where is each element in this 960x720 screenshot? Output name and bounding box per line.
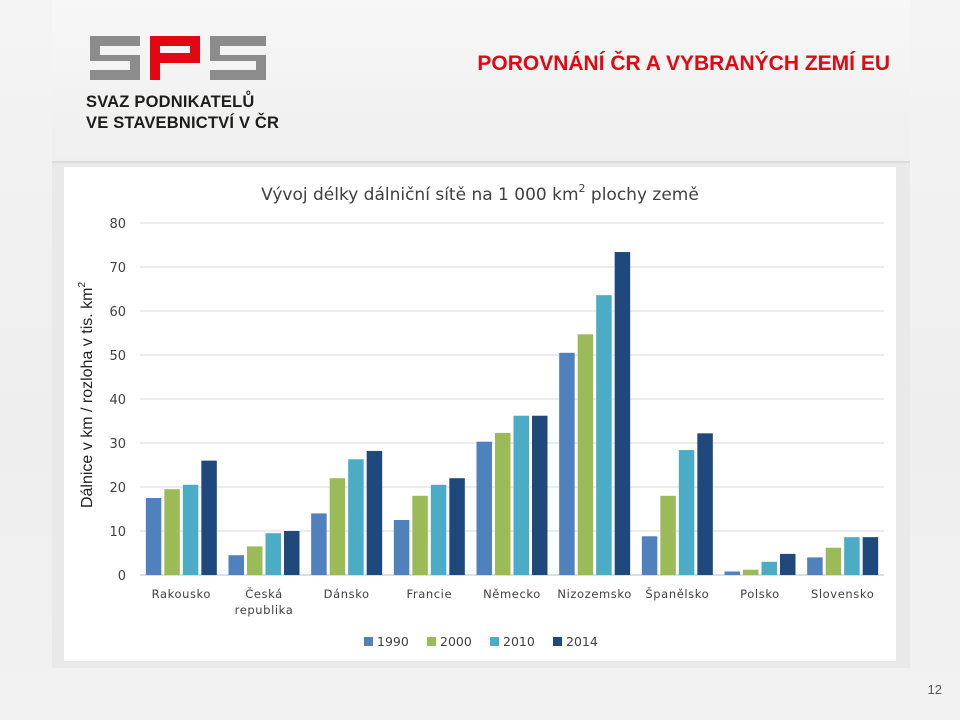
bar-2010-1: [265, 533, 281, 575]
bar-2000-0: [164, 489, 180, 575]
chart-panel: [64, 167, 896, 661]
bar-2014-5: [614, 252, 631, 576]
y-tick-label: 30: [109, 437, 126, 452]
bar-2014-0: [201, 460, 217, 575]
logo-subtitle-line1: SVAZ PODNIKATELŮ: [86, 93, 255, 111]
y-tick-label: 50: [109, 349, 126, 364]
bar-2000-7: [743, 569, 759, 575]
bar-2014-2: [366, 450, 383, 575]
category-label: Dánsko: [324, 587, 370, 601]
bar-2014-8: [862, 537, 879, 575]
legend-swatch-1990: [364, 637, 373, 646]
bar-2010-7: [761, 561, 777, 575]
bar-2000-4: [495, 432, 511, 575]
legend-label-2014: 2014: [566, 634, 598, 649]
bar-2014-1: [284, 531, 300, 575]
category-label: Německo: [483, 587, 541, 601]
y-tick-label: 0: [118, 569, 126, 584]
bar-1990-1: [228, 555, 244, 575]
bar-2000-1: [247, 546, 263, 575]
sps-logo: [90, 36, 266, 80]
category-label: Rakousko: [152, 587, 211, 601]
category-label: Nizozemsko: [557, 587, 631, 601]
y-axis-title-superscript: 2: [77, 282, 88, 288]
y-tick-label: 10: [109, 525, 126, 540]
chart-title: Vývoj délky dálniční sítě na 1 000 km2 p…: [261, 182, 699, 205]
bar-1990-7: [724, 571, 740, 575]
bar-2010-3: [430, 484, 447, 575]
category-label: Polsko: [740, 587, 780, 601]
legend-label-2000: 2000: [440, 634, 472, 649]
bar-2000-6: [660, 495, 676, 575]
logo-subtitle-line2: VE STAVEBNICTVÍ V ČR: [86, 114, 280, 132]
bar-1990-5: [559, 352, 575, 575]
legend-label-1990: 1990: [377, 634, 409, 649]
bar-2010-6: [678, 450, 695, 575]
header-divider: [52, 161, 910, 163]
legend-swatch-2010: [490, 637, 499, 646]
logo-letter-s2: [210, 36, 266, 80]
bar-2014-6: [697, 433, 713, 575]
bar-2000-8: [825, 547, 842, 575]
category-label: republika: [235, 603, 294, 617]
bar-2014-7: [780, 553, 796, 575]
bar-2010-5: [596, 295, 612, 575]
y-tick-label: 20: [109, 481, 126, 496]
logo-subtitle: SVAZ PODNIKATELŮ VE STAVEBNICTVÍ V ČR: [86, 92, 296, 134]
y-tick-label: 80: [109, 217, 126, 232]
bar-2000-3: [412, 495, 428, 575]
page-number: 12: [927, 682, 942, 697]
legend-swatch-2000: [427, 637, 436, 646]
bar-2000-2: [329, 478, 346, 575]
y-axis-title: Dálnice v km / rozloha v tis. km2: [77, 282, 96, 509]
logo-letter-s1: [90, 36, 140, 80]
bar-1990-3: [393, 520, 410, 575]
legend-label-2010: 2010: [503, 634, 535, 649]
legend-swatch-2014: [553, 637, 562, 646]
category-label: Francie: [407, 587, 453, 601]
slide-title: POROVNÁNÍ ČR A VYBRANÝCH ZEMÍ EU: [477, 52, 890, 75]
bar-2010-8: [844, 537, 860, 575]
chart-title-main: Vývoj délky dálniční sítě na 1 000 km: [261, 185, 578, 205]
y-axis-title-main: Dálnice v km / rozloha v tis. km: [79, 288, 96, 509]
category-label: Slovensko: [811, 587, 874, 601]
bar-1990-6: [641, 536, 658, 575]
bar-2014-3: [449, 478, 465, 575]
y-tick-label: 40: [109, 393, 126, 408]
bar-1990-8: [807, 557, 823, 575]
header-band: [52, 0, 910, 162]
chart-title-superscript: 2: [579, 182, 586, 195]
bar-1990-0: [145, 498, 162, 575]
category-label: Španělsko: [645, 586, 709, 601]
chart-title-suffix: plochy země: [591, 185, 699, 205]
bar-2010-4: [513, 415, 529, 575]
y-tick-label: 70: [109, 261, 126, 276]
bar-1990-4: [476, 441, 492, 575]
bar-2000-5: [577, 334, 594, 575]
bar-2014-4: [532, 415, 548, 575]
logo-letter-p: [150, 36, 200, 80]
y-tick-label: 60: [109, 305, 126, 320]
bar-1990-2: [311, 513, 327, 575]
bar-2010-2: [348, 459, 364, 575]
bar-2010-0: [182, 484, 199, 575]
category-label: Česká: [245, 586, 283, 601]
